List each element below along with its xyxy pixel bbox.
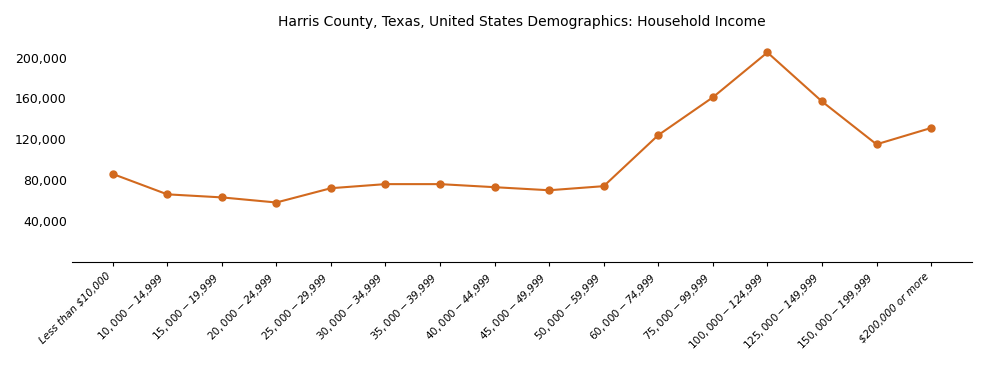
Title: Harris County, Texas, United States Demographics: Household Income: Harris County, Texas, United States Demo… <box>278 15 765 29</box>
